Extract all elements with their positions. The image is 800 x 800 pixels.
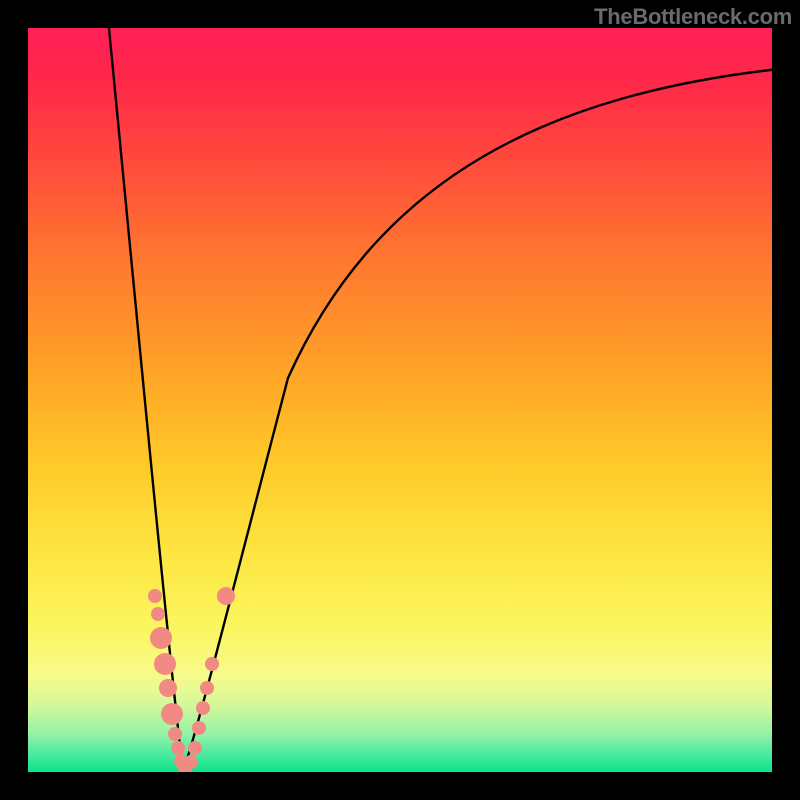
data-point [168, 727, 182, 741]
data-point [150, 627, 172, 649]
data-point [196, 701, 210, 715]
data-point [154, 653, 176, 675]
data-point [192, 721, 206, 735]
attribution-text: TheBottleneck.com [594, 4, 792, 30]
data-point [205, 657, 219, 671]
data-point [188, 741, 202, 755]
data-point [161, 703, 183, 725]
data-point [184, 755, 198, 769]
data-point [151, 607, 165, 621]
data-point [148, 589, 162, 603]
chart-container [28, 28, 772, 772]
data-point [217, 587, 235, 605]
curve-right-branch [183, 68, 772, 772]
data-point [171, 741, 185, 755]
bottleneck-curve [28, 28, 772, 772]
data-point [200, 681, 214, 695]
data-point [159, 679, 177, 697]
